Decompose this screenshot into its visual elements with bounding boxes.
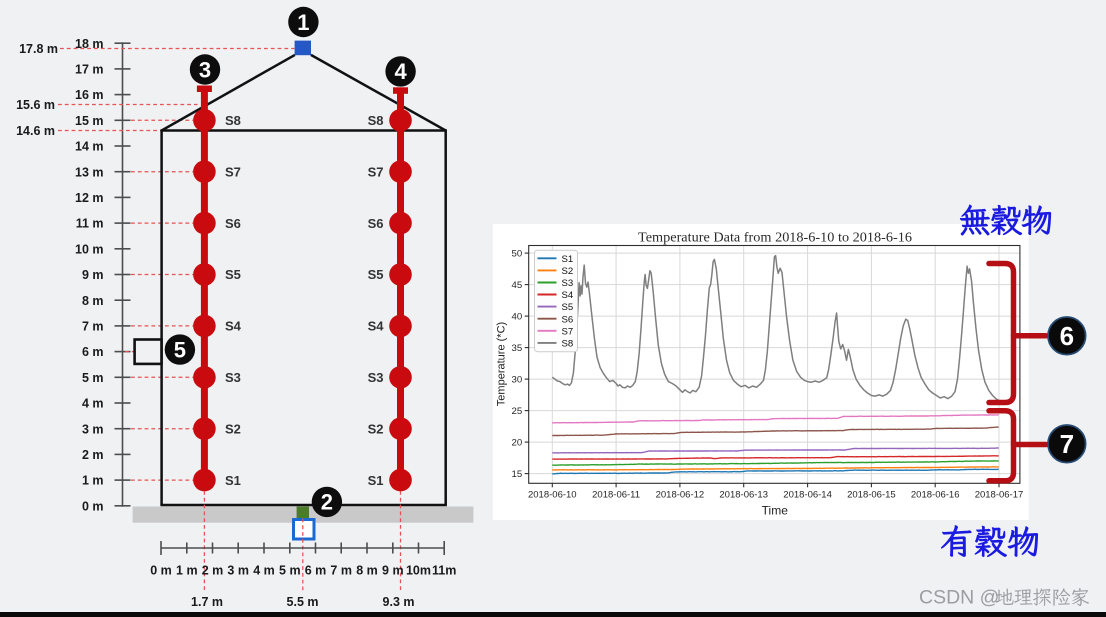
svg-text:9.3 m: 9.3 m bbox=[383, 595, 415, 609]
svg-text:2018-06-14: 2018-06-14 bbox=[783, 490, 832, 501]
svg-text:S8: S8 bbox=[368, 113, 384, 128]
svg-text:13 m: 13 m bbox=[75, 165, 104, 179]
svg-text:S4: S4 bbox=[562, 290, 574, 301]
svg-text:15.6 m: 15.6 m bbox=[16, 98, 55, 112]
svg-text:S2: S2 bbox=[225, 421, 241, 436]
svg-text:S5: S5 bbox=[562, 302, 574, 313]
svg-text:16 m: 16 m bbox=[75, 88, 104, 102]
svg-text:7: 7 bbox=[1060, 429, 1074, 459]
svg-text:2: 2 bbox=[321, 490, 333, 515]
svg-text:S4: S4 bbox=[225, 319, 242, 334]
svg-text:18 m: 18 m bbox=[75, 37, 104, 51]
svg-text:S3: S3 bbox=[225, 370, 241, 385]
svg-text:1 m: 1 m bbox=[82, 474, 104, 488]
svg-text:3 m: 3 m bbox=[227, 564, 249, 578]
svg-text:S2: S2 bbox=[368, 421, 384, 436]
svg-text:1.7 m: 1.7 m bbox=[191, 595, 223, 609]
svg-text:S4: S4 bbox=[368, 319, 385, 334]
svg-text:S5: S5 bbox=[225, 267, 241, 282]
svg-text:2018-06-17: 2018-06-17 bbox=[975, 490, 1024, 501]
svg-text:S1: S1 bbox=[368, 473, 384, 488]
svg-text:Temperature Data from 2018-6-1: Temperature Data from 2018-6-10 to 2018-… bbox=[638, 230, 912, 245]
svg-text:15: 15 bbox=[512, 469, 523, 480]
svg-text:S7: S7 bbox=[562, 326, 574, 337]
svg-text:2018-06-10: 2018-06-10 bbox=[528, 490, 577, 501]
svg-text:10m: 10m bbox=[406, 564, 431, 578]
svg-text:45: 45 bbox=[512, 280, 523, 291]
svg-text:2018-06-11: 2018-06-11 bbox=[592, 490, 640, 501]
svg-text:14 m: 14 m bbox=[75, 140, 104, 154]
svg-text:S3: S3 bbox=[562, 278, 574, 289]
svg-text:12 m: 12 m bbox=[75, 191, 104, 205]
svg-text:10 m: 10 m bbox=[75, 242, 104, 256]
svg-text:17 m: 17 m bbox=[75, 63, 104, 77]
svg-text:4 m: 4 m bbox=[82, 397, 104, 411]
svg-text:S7: S7 bbox=[368, 164, 384, 179]
svg-text:25: 25 bbox=[512, 406, 523, 417]
svg-text:S1: S1 bbox=[562, 254, 574, 265]
svg-text:2018-06-16: 2018-06-16 bbox=[911, 490, 960, 501]
svg-text:S8: S8 bbox=[562, 339, 574, 350]
svg-text:2018-06-12: 2018-06-12 bbox=[656, 490, 705, 501]
svg-text:0 m: 0 m bbox=[82, 499, 104, 513]
svg-text:11 m: 11 m bbox=[76, 217, 104, 231]
svg-text:5: 5 bbox=[174, 337, 186, 362]
svg-text:9 m: 9 m bbox=[382, 564, 404, 578]
svg-text:0 m: 0 m bbox=[150, 564, 172, 578]
svg-text:6 m: 6 m bbox=[305, 564, 327, 578]
svg-text:2 m: 2 m bbox=[82, 448, 104, 462]
svg-text:6 m: 6 m bbox=[82, 345, 104, 359]
svg-text:7 m: 7 m bbox=[82, 320, 104, 334]
svg-text:14.6 m: 14.6 m bbox=[16, 124, 55, 138]
svg-text:4 m: 4 m bbox=[253, 564, 275, 578]
svg-text:8 m: 8 m bbox=[82, 294, 104, 308]
svg-text:S2: S2 bbox=[562, 266, 574, 277]
svg-text:50: 50 bbox=[512, 249, 523, 260]
svg-text:5.5 m: 5.5 m bbox=[287, 595, 319, 609]
svg-text:4: 4 bbox=[394, 59, 407, 84]
svg-text:11m: 11m bbox=[432, 564, 456, 578]
svg-text:2018-06-15: 2018-06-15 bbox=[847, 490, 896, 501]
svg-text:15 m: 15 m bbox=[75, 114, 104, 128]
svg-text:S1: S1 bbox=[225, 473, 241, 488]
svg-text:S6: S6 bbox=[562, 314, 574, 325]
svg-text:2018-06-13: 2018-06-13 bbox=[719, 490, 768, 501]
svg-text:Time: Time bbox=[762, 504, 789, 518]
svg-text:3 m: 3 m bbox=[82, 422, 104, 436]
svg-text:17.8 m: 17.8 m bbox=[19, 42, 58, 56]
svg-text:S7: S7 bbox=[225, 164, 241, 179]
svg-text:S6: S6 bbox=[225, 216, 241, 231]
svg-text:35: 35 bbox=[512, 343, 523, 354]
svg-text:30: 30 bbox=[512, 375, 523, 386]
svg-text:S6: S6 bbox=[368, 216, 384, 231]
svg-text:5 m: 5 m bbox=[82, 371, 104, 385]
svg-text:3: 3 bbox=[199, 57, 211, 82]
svg-text:6: 6 bbox=[1060, 321, 1074, 351]
svg-text:1 m: 1 m bbox=[176, 564, 198, 578]
svg-text:40: 40 bbox=[512, 312, 523, 323]
svg-text:8 m: 8 m bbox=[356, 564, 378, 578]
svg-text:Temperature (*C): Temperature (*C) bbox=[496, 322, 508, 406]
svg-text:7 m: 7 m bbox=[330, 564, 352, 578]
svg-text:5 m: 5 m bbox=[279, 564, 301, 578]
svg-text:20: 20 bbox=[512, 438, 523, 449]
svg-text:S8: S8 bbox=[225, 113, 241, 128]
svg-text:S5: S5 bbox=[368, 267, 384, 282]
svg-text:2 m: 2 m bbox=[202, 564, 224, 578]
svg-text:S3: S3 bbox=[368, 370, 384, 385]
svg-text:9 m: 9 m bbox=[82, 268, 104, 282]
svg-text:CSDN @: CSDN @ bbox=[919, 587, 999, 609]
svg-text:1: 1 bbox=[297, 10, 309, 35]
